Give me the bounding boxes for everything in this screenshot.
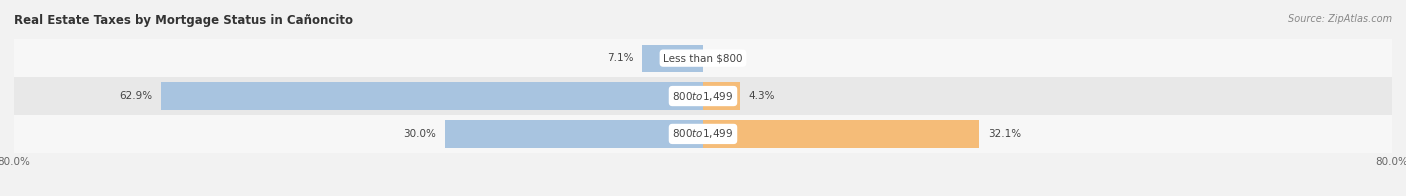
Bar: [444, 120, 703, 148]
Bar: [14, 77, 1392, 115]
Text: 32.1%: 32.1%: [988, 129, 1021, 139]
Bar: [14, 39, 1392, 77]
Bar: [643, 44, 703, 72]
Bar: [162, 82, 703, 110]
Text: $800 to $1,499: $800 to $1,499: [672, 127, 734, 140]
Text: Source: ZipAtlas.com: Source: ZipAtlas.com: [1288, 14, 1392, 24]
Text: Real Estate Taxes by Mortgage Status in Cañoncito: Real Estate Taxes by Mortgage Status in …: [14, 14, 353, 27]
Text: 4.3%: 4.3%: [748, 91, 775, 101]
Text: 0.0%: 0.0%: [711, 53, 738, 63]
Text: Less than $800: Less than $800: [664, 53, 742, 63]
Text: 30.0%: 30.0%: [404, 129, 436, 139]
Text: $800 to $1,499: $800 to $1,499: [672, 90, 734, 103]
Bar: [14, 115, 1392, 153]
Text: 62.9%: 62.9%: [120, 91, 153, 101]
Bar: [703, 120, 980, 148]
Bar: [703, 82, 740, 110]
Text: 7.1%: 7.1%: [607, 53, 633, 63]
